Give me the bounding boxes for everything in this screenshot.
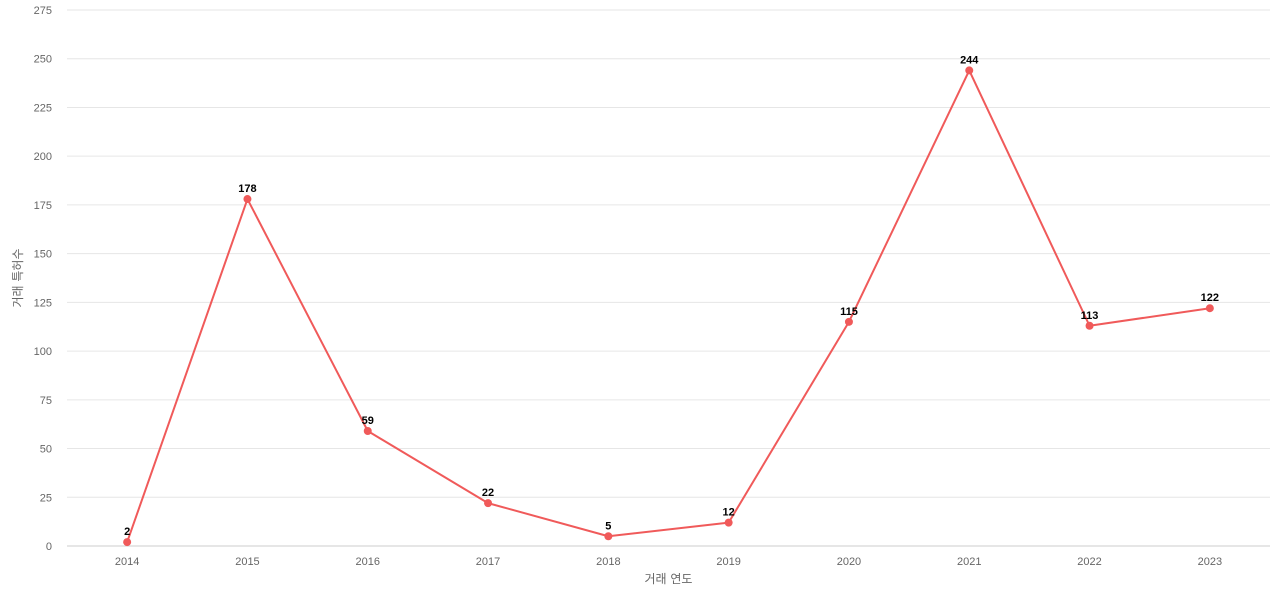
data-point[interactable] xyxy=(604,532,613,541)
data-point[interactable] xyxy=(123,538,132,547)
data-point[interactable] xyxy=(965,66,974,75)
x-tick-label: 2015 xyxy=(235,556,259,568)
series-line xyxy=(126,69,1210,543)
y-tick-label: 225 xyxy=(34,102,52,114)
series-points xyxy=(123,66,1214,547)
data-label: 122 xyxy=(1201,292,1219,304)
y-axis-title: 거래 특허수 xyxy=(11,248,25,307)
y-tick-label: 200 xyxy=(34,151,52,163)
x-tick-label: 2018 xyxy=(596,556,620,568)
y-tick-label: 175 xyxy=(34,200,52,212)
data-point[interactable] xyxy=(1085,321,1094,330)
data-label: 178 xyxy=(238,183,256,195)
y-tick-label: 275 xyxy=(34,5,52,17)
y-tick-label: 0 xyxy=(46,541,52,553)
y-tick-label: 250 xyxy=(34,54,52,66)
data-point[interactable] xyxy=(484,499,493,508)
x-tick-label: 2017 xyxy=(476,556,500,568)
data-point[interactable] xyxy=(844,317,853,326)
grid-lines xyxy=(67,9,1270,547)
data-label: 244 xyxy=(960,54,979,66)
data-label: 22 xyxy=(482,487,494,499)
y-tick-label: 150 xyxy=(34,249,52,261)
data-labels: 2 178 59 22 5 12 115 244 113 122 xyxy=(124,54,1219,538)
data-label: 113 xyxy=(1081,310,1099,322)
y-tick-label: 100 xyxy=(34,346,52,358)
x-tick-label: 2021 xyxy=(957,556,981,568)
data-point[interactable] xyxy=(243,195,252,204)
x-tick-label: 2016 xyxy=(356,556,380,568)
y-tick-label: 125 xyxy=(34,297,52,309)
series-line-group xyxy=(126,69,1210,543)
data-point[interactable] xyxy=(1205,304,1214,313)
x-axis-ticks: 2014 2015 2016 2017 2018 2019 2020 2021 2022 2023 xyxy=(115,556,1222,568)
x-tick-label: 2022 xyxy=(1077,556,1101,568)
x-tick-label: 2023 xyxy=(1198,556,1222,568)
data-label: 2 xyxy=(124,526,130,538)
data-point[interactable] xyxy=(724,518,733,527)
data-label: 115 xyxy=(840,306,858,318)
data-label: 5 xyxy=(605,520,611,532)
y-axis-ticks: 0 25 50 75 100 125 150 175 200 225 250 275 xyxy=(34,5,52,553)
x-tick-label: 2020 xyxy=(837,556,861,568)
data-label: 59 xyxy=(362,415,374,427)
data-label: 12 xyxy=(723,507,735,519)
y-tick-label: 25 xyxy=(40,492,52,504)
data-point[interactable] xyxy=(363,427,372,436)
y-tick-label: 75 xyxy=(40,395,52,407)
x-tick-label: 2014 xyxy=(115,556,139,568)
y-tick-label: 50 xyxy=(40,444,52,456)
x-axis-title: 거래 연도 xyxy=(645,572,693,586)
x-tick-label: 2019 xyxy=(716,556,740,568)
